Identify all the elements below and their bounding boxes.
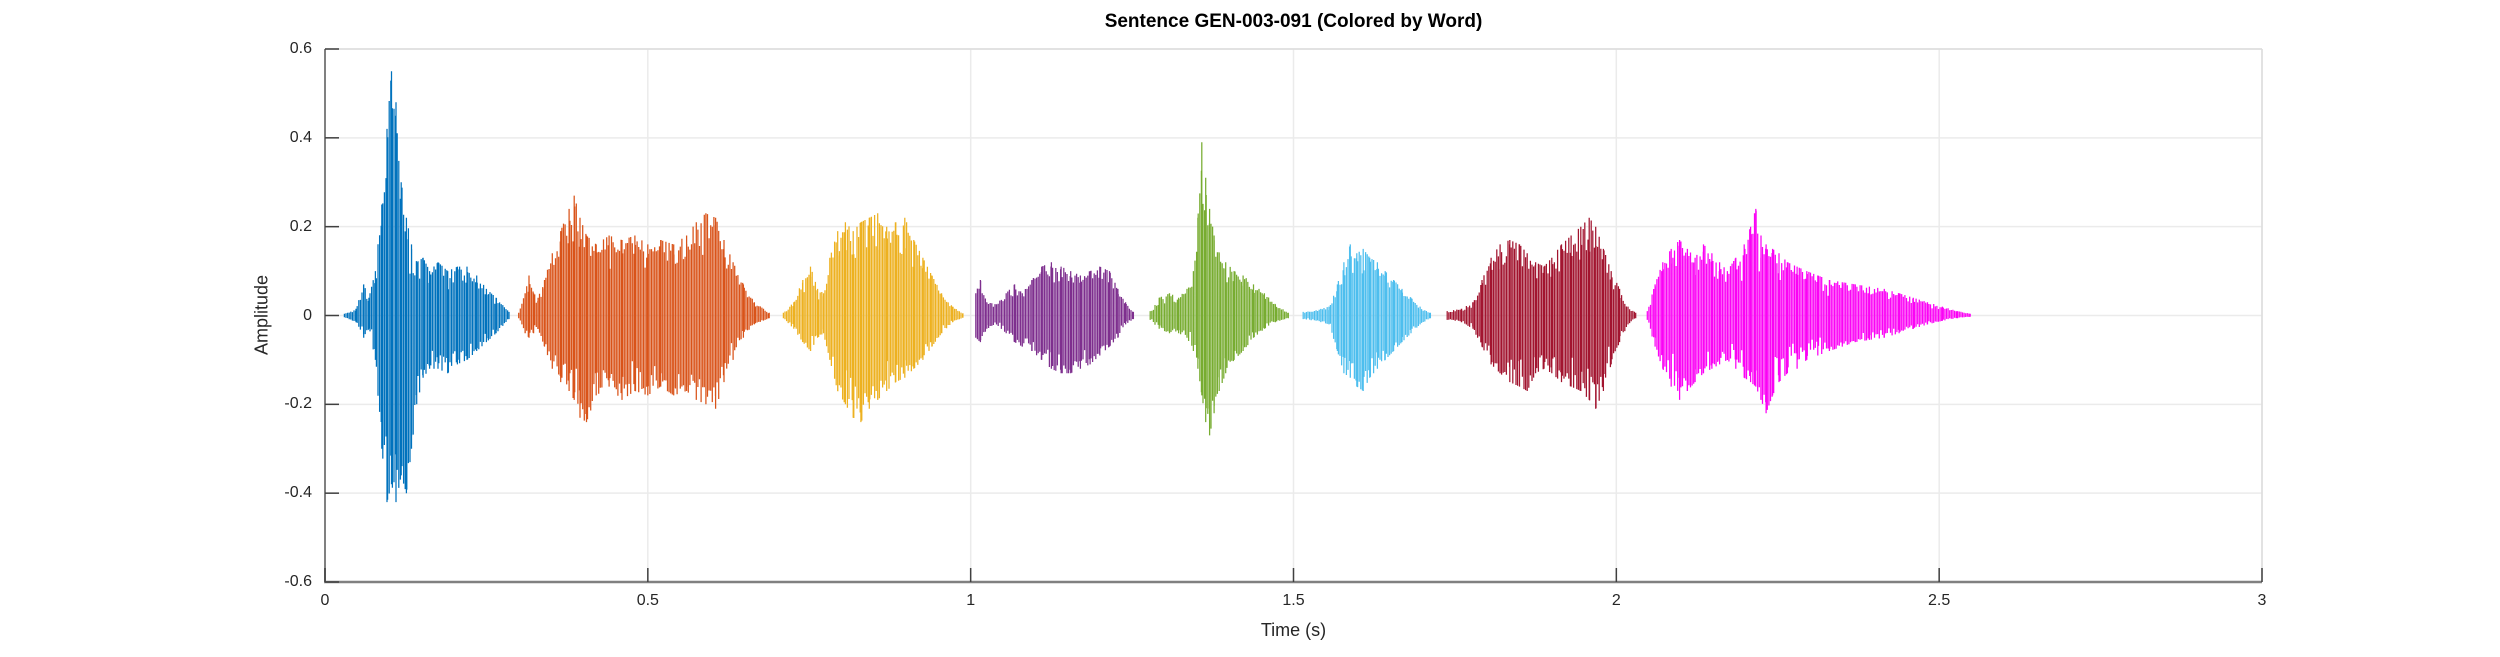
waveform-segment-word-5 — [1149, 142, 1289, 436]
y-tick-label-0.4: 0.4 — [289, 128, 312, 146]
waveform-segment-word-6 — [1302, 244, 1432, 391]
y-tick-label-0.2: 0.2 — [289, 217, 312, 235]
y-tick-label--0.6: -0.6 — [284, 573, 312, 590]
x-tick-label-2.5: 2.5 — [1928, 592, 1951, 609]
chart-title: Sentence GEN-003-091 (Colored by Word) — [1104, 11, 1483, 32]
waveform-segment-word-2 — [518, 195, 770, 423]
y-tick-label-0.6: 0.6 — [289, 40, 312, 57]
x-tick-label-1: 1 — [966, 592, 976, 609]
waveform-segment-word-1 — [343, 71, 510, 503]
x-axis-label: Time (s) — [1260, 620, 1327, 640]
waveform-segment-word-7 — [1446, 217, 1637, 409]
x-tick-label-1.5: 1.5 — [1282, 592, 1305, 609]
x-tick-label-0: 0 — [320, 592, 330, 609]
waveform-segment-word-4 — [975, 262, 1135, 374]
y-tick-label--0.4: -0.4 — [284, 484, 312, 502]
waveform-segment-word-3 — [782, 213, 964, 423]
y-tick-label--0.2: -0.2 — [284, 395, 312, 413]
y-tick-label-0: 0 — [303, 306, 312, 324]
waveform-segment-word-8 — [1646, 208, 1971, 414]
x-tick-label-3: 3 — [2257, 592, 2267, 609]
x-tick-label-0.5: 0.5 — [636, 592, 659, 609]
x-tick-label-2: 2 — [1611, 592, 1621, 609]
